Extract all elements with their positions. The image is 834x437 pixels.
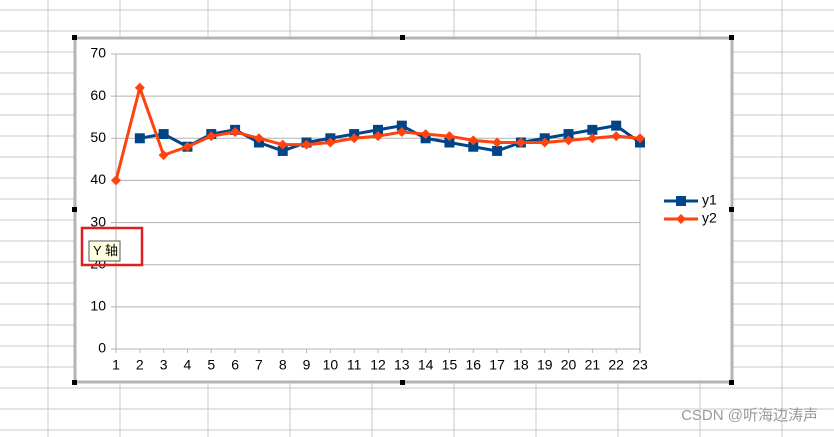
x-tick-label: 16 (465, 357, 481, 373)
x-tick-label: 9 (303, 357, 311, 373)
data-point (373, 131, 383, 142)
data-point (158, 129, 169, 140)
legend-marker (676, 214, 686, 224)
data-point (277, 145, 288, 156)
x-tick-label: 15 (442, 357, 458, 373)
y-tick-label: 70 (90, 45, 106, 61)
data-point (468, 135, 479, 146)
data-point (301, 139, 312, 150)
data-point (587, 133, 598, 144)
x-tick-label: 5 (207, 357, 215, 373)
data-point (611, 131, 622, 142)
series-line (139, 124, 641, 153)
data-point (396, 120, 407, 131)
watermark: CSDN @听海边涛声 (681, 406, 818, 424)
legend-label: y2 (702, 210, 717, 226)
data-point (349, 133, 360, 144)
tooltip: Y 轴 (93, 243, 118, 258)
data-point (444, 131, 455, 142)
data-point (277, 139, 288, 150)
data-point (230, 126, 241, 137)
data-point (182, 141, 193, 152)
x-tick-label: 12 (370, 357, 386, 373)
data-point (420, 129, 431, 140)
data-point (468, 141, 479, 152)
x-tick-label: 20 (561, 357, 577, 373)
y-tick-label: 30 (90, 213, 106, 229)
data-point (444, 137, 455, 148)
y-tick-label: 60 (90, 87, 106, 103)
data-point (158, 150, 169, 161)
x-tick-label: 7 (255, 357, 263, 373)
x-tick-label: 23 (632, 357, 648, 373)
y-tick-label: 40 (90, 171, 106, 187)
x-tick-label: 19 (537, 357, 553, 373)
x-tick-label: 13 (394, 357, 410, 373)
data-point (563, 135, 574, 146)
data-point (134, 82, 145, 93)
legend-label: y1 (702, 192, 717, 208)
y-tick-label: 10 (90, 298, 106, 314)
data-point (253, 133, 264, 144)
x-tick-label: 18 (513, 357, 529, 373)
data-point (134, 133, 145, 144)
x-tick-label: 2 (136, 357, 144, 373)
x-tick-label: 8 (279, 357, 287, 373)
data-point (396, 126, 407, 137)
chart-frame[interactable] (73, 36, 734, 384)
x-tick-label: 10 (323, 357, 339, 373)
selection-handles[interactable] (72, 35, 734, 385)
data-point (492, 145, 503, 156)
x-tick-label: 11 (347, 357, 362, 373)
data-point (492, 137, 503, 148)
data-point (111, 175, 121, 186)
data-point (587, 124, 598, 135)
x-tick-label: 4 (184, 357, 192, 373)
data-point (515, 137, 526, 148)
highlight-box (80, 226, 144, 267)
x-tick-label: 3 (160, 357, 168, 373)
data-point (635, 133, 645, 144)
x-tick-label: 21 (585, 357, 601, 373)
x-tick-label: 6 (231, 357, 239, 373)
y-tick-label: 50 (90, 129, 106, 145)
data-point (563, 129, 574, 140)
data-point (611, 120, 622, 131)
data-point (539, 137, 550, 148)
tooltip-box (88, 240, 121, 262)
x-tick-label: 1 (112, 357, 120, 373)
x-tick-label: 22 (608, 357, 624, 373)
x-tick-label: 14 (418, 357, 434, 373)
y-tick-label: 0 (98, 340, 106, 356)
legend-marker (676, 196, 686, 206)
data-point (325, 137, 336, 148)
data-point (373, 124, 383, 135)
data-point (206, 131, 217, 142)
x-tick-label: 17 (489, 357, 505, 373)
